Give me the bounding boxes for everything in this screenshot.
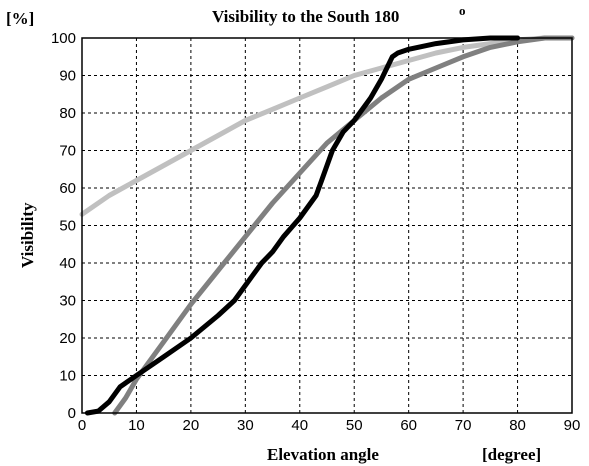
x-tick-label-1: 10 <box>128 417 145 434</box>
series-line-0 <box>79 35 575 217</box>
y-tick-label-7: 70 <box>59 143 76 160</box>
x-tick-label-0: 0 <box>78 417 86 434</box>
series-layer <box>79 35 575 416</box>
y-tick-labels: 0 10 20 30 40 50 60 70 80 90 100 <box>51 30 76 422</box>
chart-title: Visibility to the South 180 <box>212 7 399 26</box>
x-tick-label-9: 90 <box>564 417 581 434</box>
y-tick-label-8: 80 <box>59 105 76 122</box>
x-tick-label-3: 30 <box>237 417 254 434</box>
chart-title-superscript: o <box>459 3 466 18</box>
y-tick-label-3: 30 <box>59 293 76 310</box>
x-axis-label: Elevation angle <box>267 445 379 464</box>
y-tick-label-2: 20 <box>59 330 76 347</box>
grid-lines <box>82 38 572 413</box>
x-tick-label-4: 40 <box>291 417 308 434</box>
x-tick-label-6: 60 <box>400 417 417 434</box>
y-tick-label-6: 60 <box>59 180 76 197</box>
y-tick-label-4: 40 <box>59 255 76 272</box>
y-tick-label-1: 10 <box>59 368 76 385</box>
y-tick-label-10: 100 <box>51 30 76 47</box>
y-axis-label: Visibility <box>18 202 37 268</box>
y-tick-label-9: 90 <box>59 68 76 85</box>
series-line-1 <box>112 35 575 416</box>
series-line-2 <box>84 35 521 416</box>
y-tick-label-5: 50 <box>59 218 76 235</box>
x-tick-label-5: 50 <box>346 417 363 434</box>
y-unit-label: [%] <box>6 9 34 28</box>
x-tick-label-2: 20 <box>183 417 200 434</box>
x-tick-labels: 0 10 20 30 40 50 60 70 80 90 <box>78 417 581 434</box>
x-tick-label-8: 80 <box>509 417 526 434</box>
y-tick-label-0: 0 <box>68 405 76 422</box>
x-tick-label-7: 70 <box>455 417 472 434</box>
x-unit-label: [degree] <box>482 445 541 464</box>
plot-frame <box>81 37 573 414</box>
